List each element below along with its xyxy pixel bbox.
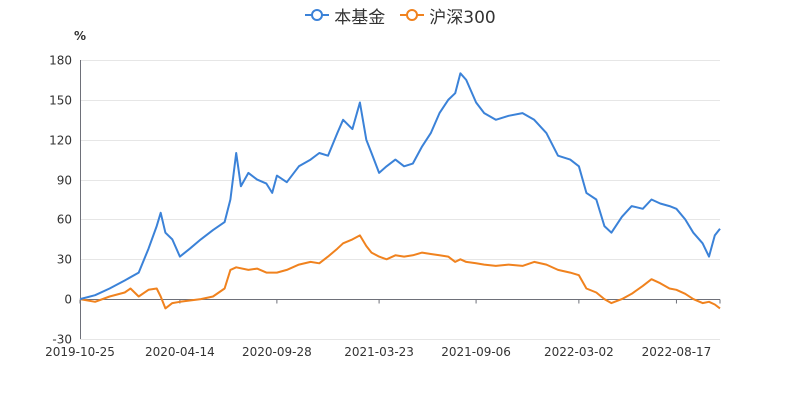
y-tick-label: 60: [57, 213, 72, 227]
y-axis-unit: %: [74, 29, 87, 43]
x-tick-label: 2021-03-23: [344, 345, 414, 359]
legend-label-fund: 本基金: [334, 7, 386, 28]
y-tick-label: 150: [49, 94, 72, 108]
y-tick-label: 120: [49, 134, 72, 148]
x-tick-label: 2021-09-06: [441, 345, 511, 359]
x-tick-label: 2022-08-17: [642, 345, 712, 359]
series-line-csi300: [79, 234, 721, 310]
legend-item-fund[interactable]: 本基金: [304, 3, 385, 28]
y-tick-label: 30: [57, 253, 72, 267]
x-tick-label: 2020-04-14: [145, 345, 215, 359]
y-tick-label: 0: [64, 293, 72, 307]
legend: 本基金 沪深300: [0, 3, 800, 28]
series-line-fund: [79, 72, 721, 301]
y-tick-label: -30: [52, 333, 72, 347]
x-tick-label: 2022-03-02: [544, 345, 614, 359]
legend-line-circle-icon-fund: [305, 9, 330, 21]
legend-label-csi300: 沪深300: [429, 7, 496, 28]
y-tick-label: 90: [57, 174, 72, 188]
legend-line-circle-icon-csi300: [400, 9, 425, 21]
legend-item-csi300[interactable]: 沪深300: [399, 3, 496, 28]
y-tick-label: 180: [49, 54, 72, 68]
x-tick-label: 2020-09-28: [242, 345, 312, 359]
x-tick-label: 2019-10-25: [45, 345, 115, 359]
